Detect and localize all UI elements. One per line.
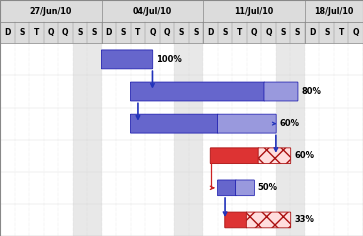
FancyBboxPatch shape xyxy=(101,50,153,69)
FancyBboxPatch shape xyxy=(225,212,247,228)
Text: Q: Q xyxy=(251,28,257,38)
Bar xyxy=(276,43,290,236)
Text: T: T xyxy=(34,28,39,38)
Text: Q: Q xyxy=(62,28,69,38)
Text: S: S xyxy=(295,28,300,38)
Bar xyxy=(73,43,87,236)
FancyBboxPatch shape xyxy=(217,114,276,133)
Text: 04/Jul/10: 04/Jul/10 xyxy=(133,7,172,16)
Text: S: S xyxy=(121,28,126,38)
Text: T: T xyxy=(339,28,344,38)
Text: S: S xyxy=(77,28,82,38)
FancyBboxPatch shape xyxy=(246,212,291,228)
Text: 11/Jul/10: 11/Jul/10 xyxy=(234,7,274,16)
Text: Q: Q xyxy=(149,28,156,38)
Text: Q: Q xyxy=(164,28,170,38)
FancyBboxPatch shape xyxy=(264,82,298,101)
Text: S: S xyxy=(193,28,199,38)
Text: 100%: 100% xyxy=(156,55,182,64)
FancyBboxPatch shape xyxy=(217,180,236,196)
Bar xyxy=(189,43,203,236)
FancyBboxPatch shape xyxy=(130,114,218,133)
Bar xyxy=(0,22,363,43)
FancyBboxPatch shape xyxy=(236,180,254,196)
Bar xyxy=(87,43,102,236)
FancyBboxPatch shape xyxy=(210,148,259,164)
Text: D: D xyxy=(309,28,315,38)
Text: Q: Q xyxy=(265,28,272,38)
Text: S: S xyxy=(179,28,184,38)
Text: D: D xyxy=(207,28,214,38)
Text: 80%: 80% xyxy=(301,87,321,96)
Text: 60%: 60% xyxy=(280,119,299,128)
Text: Q: Q xyxy=(48,28,54,38)
Text: S: S xyxy=(281,28,286,38)
Text: Q: Q xyxy=(352,28,359,38)
Text: S: S xyxy=(19,28,24,38)
Text: D: D xyxy=(106,28,112,38)
Text: 33%: 33% xyxy=(294,215,314,224)
Text: T: T xyxy=(237,28,242,38)
Text: 18/Jul/10: 18/Jul/10 xyxy=(314,7,354,16)
Text: S: S xyxy=(324,28,329,38)
Text: 50%: 50% xyxy=(258,183,278,192)
Text: T: T xyxy=(135,28,140,38)
Bar xyxy=(0,0,363,22)
Text: S: S xyxy=(92,28,97,38)
Text: 60%: 60% xyxy=(294,151,314,160)
Text: 27/Jun/10: 27/Jun/10 xyxy=(30,7,72,16)
Text: S: S xyxy=(223,28,228,38)
FancyBboxPatch shape xyxy=(258,148,291,164)
Text: D: D xyxy=(4,28,11,38)
Bar xyxy=(290,43,305,236)
Bar xyxy=(174,43,189,236)
FancyBboxPatch shape xyxy=(130,82,265,101)
